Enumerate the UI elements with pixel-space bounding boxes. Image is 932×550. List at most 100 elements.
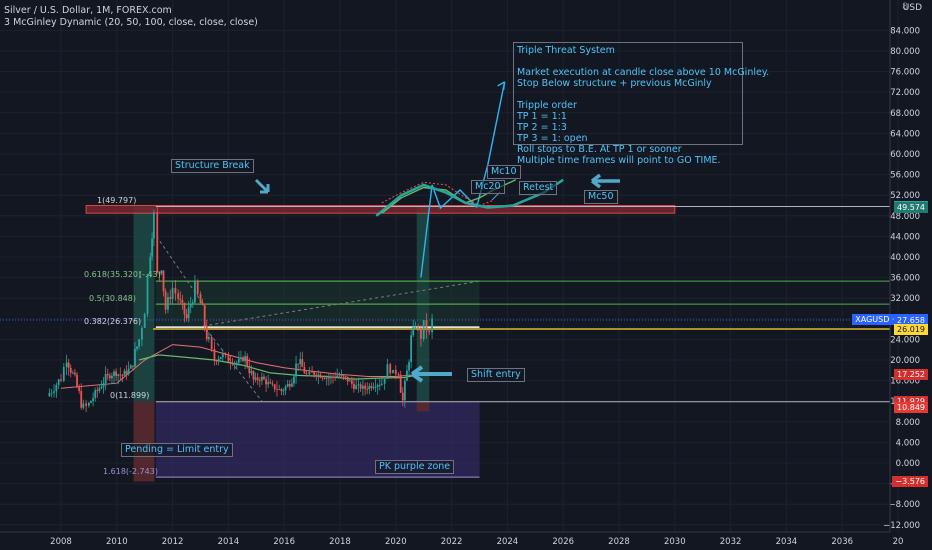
fib-label-0: 0(11.899)	[110, 391, 150, 400]
candle-body	[94, 390, 97, 399]
y-tick-label: 60.000	[890, 150, 920, 160]
candle-body	[321, 377, 324, 379]
candle-body	[65, 362, 68, 368]
candle-body	[169, 297, 172, 300]
retest-label[interactable]: Retest	[519, 181, 558, 195]
candle-body	[346, 376, 349, 382]
candle-body	[235, 362, 238, 364]
candle-body	[219, 357, 222, 359]
candle-body	[311, 371, 313, 373]
y-tick-label: 44.000	[890, 232, 920, 242]
candle-body	[62, 367, 65, 381]
candle-body	[340, 375, 343, 377]
candle-body	[194, 280, 196, 303]
price-badge: 49.574	[894, 202, 928, 214]
candle-body	[332, 376, 334, 378]
candle-body	[146, 274, 149, 314]
candle-body	[374, 386, 377, 388]
candle-body	[258, 380, 261, 381]
candle-body	[71, 372, 74, 374]
shift-entry-label[interactable]: Shift entry	[467, 368, 525, 382]
price-badge: XAGUSD · 27.770	[852, 314, 928, 326]
candle-body	[370, 386, 373, 388]
mc50-label[interactable]: Mc50	[584, 190, 618, 204]
candle-body	[290, 383, 293, 387]
candle-body	[263, 376, 265, 380]
candle-body	[217, 358, 220, 362]
projection-path	[420, 81, 506, 278]
mc20-label[interactable]: Mc20	[471, 180, 505, 194]
candle-body	[301, 359, 304, 368]
candle-body	[297, 363, 300, 365]
candle-body	[260, 376, 263, 381]
y-tick-label: 4.000	[896, 438, 920, 448]
x-tick-label: 2024	[497, 537, 519, 547]
candle-body	[100, 386, 103, 389]
candle-body	[410, 335, 413, 362]
candle-body	[252, 371, 255, 380]
y-tick-label: 84.000	[890, 26, 920, 36]
candle-body	[265, 379, 267, 385]
candle-body	[92, 398, 94, 401]
chart-symbol-title: Silver / U.S. Dollar, 1M, FOREX.com	[4, 5, 172, 16]
candle-body	[361, 385, 364, 389]
candle-body	[174, 287, 177, 294]
candle-body	[74, 372, 76, 375]
candle-body	[76, 374, 78, 388]
pending-limit-entry-label[interactable]: Pending = Limit entry	[121, 443, 233, 457]
candle-body	[210, 336, 213, 350]
candle-body	[394, 369, 397, 375]
x-tick-label: 2008	[50, 537, 72, 547]
candle-body	[380, 383, 383, 385]
candle-body	[156, 212, 159, 273]
candle-body	[342, 375, 345, 377]
candle-body	[88, 402, 90, 406]
price-badge: 27.658	[894, 315, 928, 327]
pk-purple-zone-label[interactable]: PK purple zone	[375, 460, 455, 474]
candle-body	[344, 376, 347, 378]
candle-body	[55, 384, 58, 392]
candle-body	[199, 293, 202, 304]
candle-body	[50, 392, 53, 394]
candle-body	[422, 320, 425, 339]
y-tick-label: 40.000	[890, 253, 920, 263]
candle-body	[286, 384, 289, 387]
shift-entry-arrow	[410, 365, 452, 383]
candle-body	[325, 377, 328, 379]
candle-body	[98, 388, 101, 391]
candle-body	[278, 389, 281, 390]
candle-body	[117, 374, 120, 377]
candle-body	[323, 377, 326, 379]
candle-body	[378, 384, 381, 386]
candle-body	[399, 374, 402, 393]
candle-body	[368, 386, 371, 390]
dashed-trend-down	[152, 230, 207, 309]
x-tick-label: 2012	[162, 537, 184, 547]
candle-body	[201, 303, 204, 306]
triple-threat-info-box[interactable]: Triple Threat System Market execution at…	[513, 42, 769, 166]
candle-body	[254, 377, 257, 380]
candle-body	[248, 365, 251, 374]
x-tick-label: 2020	[385, 537, 407, 547]
candle-body	[221, 353, 224, 358]
candle-body	[96, 390, 99, 391]
candle-body	[141, 327, 143, 340]
projection-arrowhead	[497, 81, 506, 90]
candle-body	[315, 374, 318, 377]
candle-body	[417, 327, 420, 328]
fib-label-05: 0.5(30.848)	[89, 294, 136, 303]
structure-break-label[interactable]: Structure Break	[171, 159, 254, 173]
x-tick-label: 2028	[608, 537, 630, 547]
candle-body	[164, 291, 167, 310]
candle-body	[113, 371, 115, 376]
candle-body	[397, 374, 400, 376]
candle-body	[196, 280, 199, 294]
mc10-label[interactable]: Mc10	[487, 165, 521, 179]
candle-body	[181, 300, 184, 303]
x-tick-label: 2014	[218, 537, 240, 547]
candle-body	[408, 361, 410, 371]
candle-body	[383, 378, 386, 384]
candle-body	[227, 355, 230, 362]
candle-body	[284, 386, 287, 391]
